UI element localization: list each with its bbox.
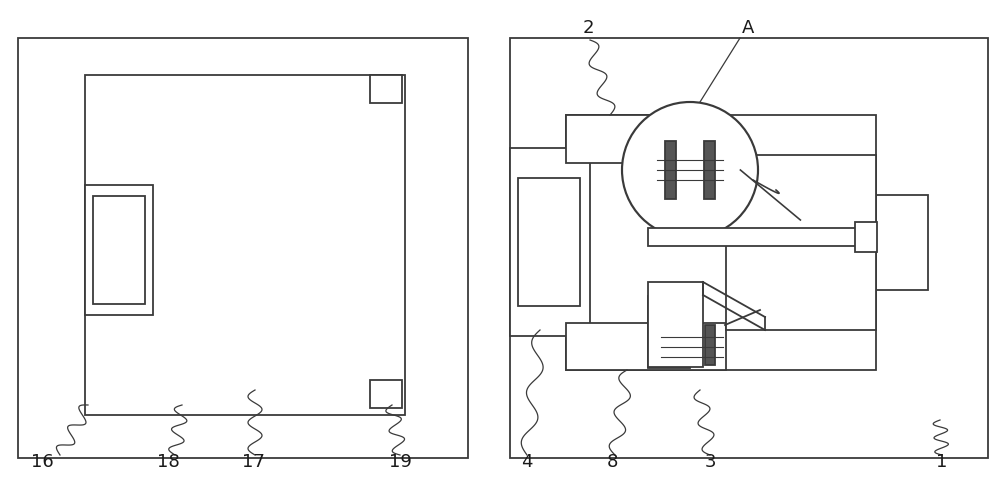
Bar — [704, 141, 715, 199]
Text: 2: 2 — [582, 19, 594, 37]
Bar — [665, 141, 676, 199]
Bar — [510, 38, 988, 458]
Bar — [726, 155, 876, 330]
Bar — [18, 38, 468, 458]
Bar — [518, 178, 580, 306]
Bar — [566, 323, 726, 370]
Text: 3: 3 — [704, 453, 716, 471]
Text: 1: 1 — [936, 453, 948, 471]
Bar — [85, 75, 405, 415]
Bar — [566, 115, 876, 370]
Text: 19: 19 — [389, 453, 411, 471]
Bar — [648, 296, 690, 368]
Text: 16: 16 — [31, 453, 53, 471]
Bar — [648, 282, 703, 367]
Bar — [85, 185, 153, 315]
Bar — [566, 115, 726, 163]
Bar — [510, 148, 590, 336]
Bar — [705, 325, 715, 365]
Bar — [855, 222, 877, 252]
Bar — [370, 380, 402, 408]
Text: 8: 8 — [606, 453, 618, 471]
Bar — [669, 325, 679, 365]
Bar — [876, 195, 928, 290]
Text: A: A — [742, 19, 754, 37]
Text: 4: 4 — [521, 453, 533, 471]
Circle shape — [622, 102, 758, 238]
Bar — [93, 196, 145, 304]
Bar — [370, 75, 402, 103]
Text: 18: 18 — [157, 453, 179, 471]
Bar — [648, 228, 858, 246]
Text: 17: 17 — [242, 453, 264, 471]
